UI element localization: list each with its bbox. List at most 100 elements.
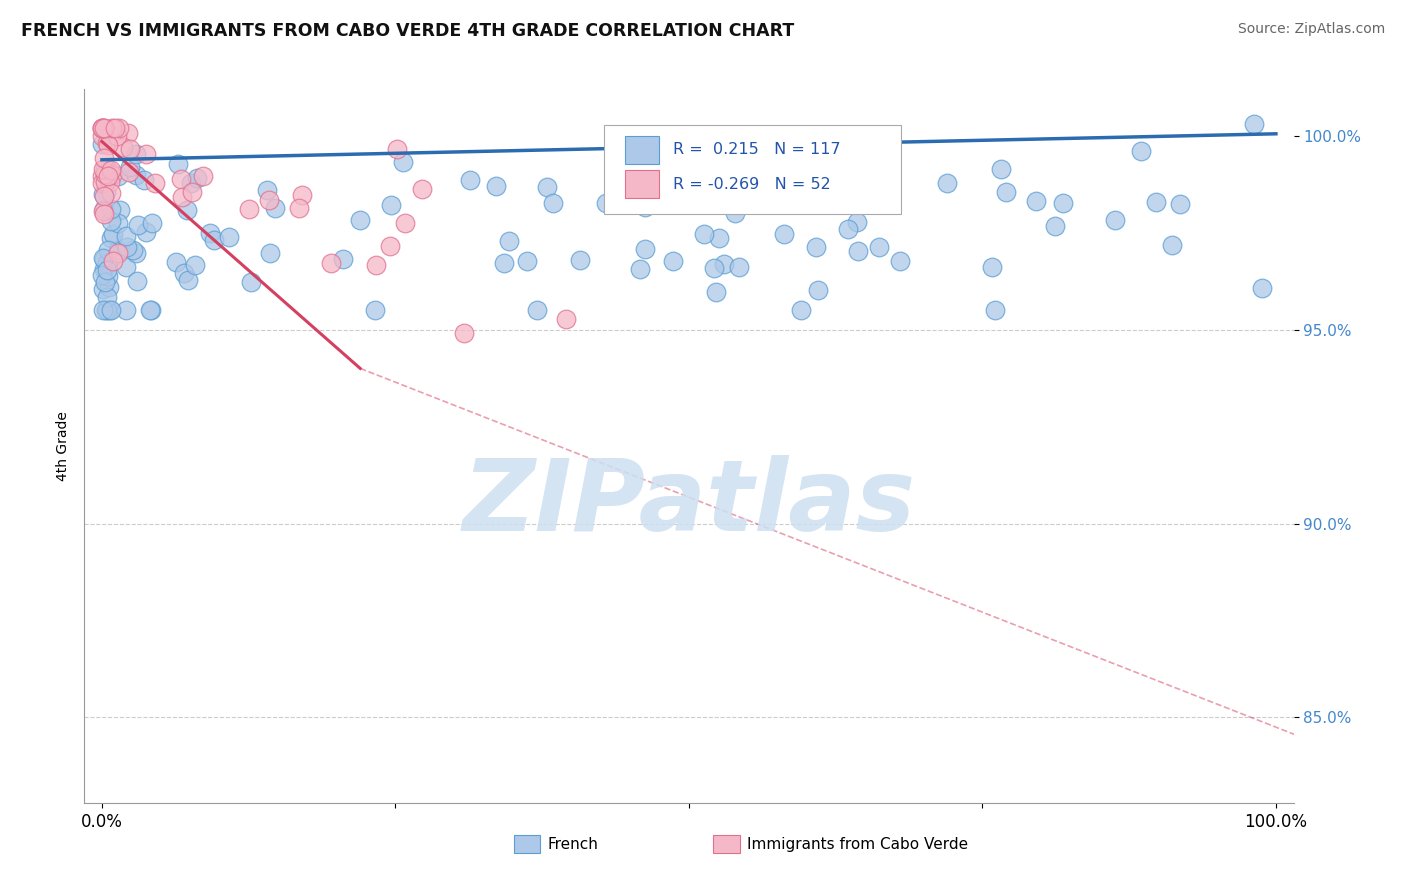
Point <box>118 164 141 178</box>
Point <box>96 262 118 277</box>
Text: Immigrants from Cabo Verde: Immigrants from Cabo Verde <box>747 837 969 852</box>
Point <box>97 280 120 294</box>
Point <box>662 254 685 268</box>
Point <box>628 262 651 277</box>
Point <box>105 128 128 143</box>
Point <box>108 120 131 135</box>
Point <box>93 207 115 221</box>
Point <box>984 303 1007 318</box>
Point <box>709 231 731 245</box>
Point <box>1144 194 1167 209</box>
Point <box>165 255 187 269</box>
Point <box>96 303 118 318</box>
Point <box>176 202 198 217</box>
Point <box>100 162 122 177</box>
Point <box>633 200 655 214</box>
Point <box>1043 219 1066 234</box>
Point <box>141 216 163 230</box>
FancyBboxPatch shape <box>605 125 901 214</box>
Point <box>91 186 114 201</box>
Point <box>91 203 114 218</box>
Bar <box>624 169 659 198</box>
Point <box>125 274 148 288</box>
Point <box>96 289 118 303</box>
Point <box>107 243 129 257</box>
Point <box>103 254 125 268</box>
Point <box>139 303 162 318</box>
Point <box>94 161 117 176</box>
Point <box>595 196 617 211</box>
Point <box>96 185 118 199</box>
Point <box>97 169 120 184</box>
Point <box>180 176 202 190</box>
Point <box>94 275 117 289</box>
Point <box>492 255 515 269</box>
Point <box>91 120 114 135</box>
Point <box>94 167 117 181</box>
Point <box>127 218 149 232</box>
Point <box>516 254 538 268</box>
Point <box>380 198 402 212</box>
Point <box>166 157 188 171</box>
Point <box>378 238 401 252</box>
Point <box>256 183 278 197</box>
Point <box>728 260 751 274</box>
Point <box>703 261 725 276</box>
Point <box>118 143 141 157</box>
Point <box>93 189 115 203</box>
Point <box>1250 280 1272 294</box>
Point <box>107 246 129 260</box>
Point <box>103 120 125 135</box>
Point <box>868 240 890 254</box>
Point <box>125 168 148 182</box>
Point <box>177 273 200 287</box>
Point <box>125 147 148 161</box>
Point <box>755 178 778 192</box>
Point <box>385 142 408 156</box>
Point <box>1104 213 1126 227</box>
Point <box>704 285 727 299</box>
Point <box>807 283 830 297</box>
Point <box>96 303 118 318</box>
Point <box>93 261 115 276</box>
Point <box>485 178 508 193</box>
Point <box>132 173 155 187</box>
Point <box>114 303 136 318</box>
Point <box>790 303 813 318</box>
Point <box>91 129 114 144</box>
Point <box>120 160 142 174</box>
Point <box>288 201 311 215</box>
Point <box>257 193 280 207</box>
Point <box>91 268 114 282</box>
Point <box>97 243 120 257</box>
Point <box>394 216 416 230</box>
Point <box>97 138 120 153</box>
Point <box>935 177 957 191</box>
Point <box>170 172 193 186</box>
Point <box>139 303 162 318</box>
Point <box>364 258 387 272</box>
Point <box>202 234 225 248</box>
Point <box>995 185 1018 199</box>
Point <box>763 184 786 198</box>
Point <box>1129 144 1152 158</box>
Point <box>181 185 204 199</box>
Point <box>93 162 115 177</box>
Point <box>693 227 716 241</box>
Point <box>392 155 415 169</box>
Text: ZIPatlas: ZIPatlas <box>463 455 915 551</box>
Text: Source: ZipAtlas.com: Source: ZipAtlas.com <box>1237 22 1385 37</box>
Point <box>1160 238 1182 252</box>
Bar <box>624 136 659 164</box>
Point <box>846 244 869 258</box>
Point <box>1052 196 1074 211</box>
Point <box>143 176 166 190</box>
Point <box>291 187 314 202</box>
Point <box>91 303 114 318</box>
Point <box>121 243 143 257</box>
Point <box>93 202 115 217</box>
Point <box>453 326 475 340</box>
Point <box>752 164 775 178</box>
Point <box>93 120 115 135</box>
Point <box>101 120 124 135</box>
